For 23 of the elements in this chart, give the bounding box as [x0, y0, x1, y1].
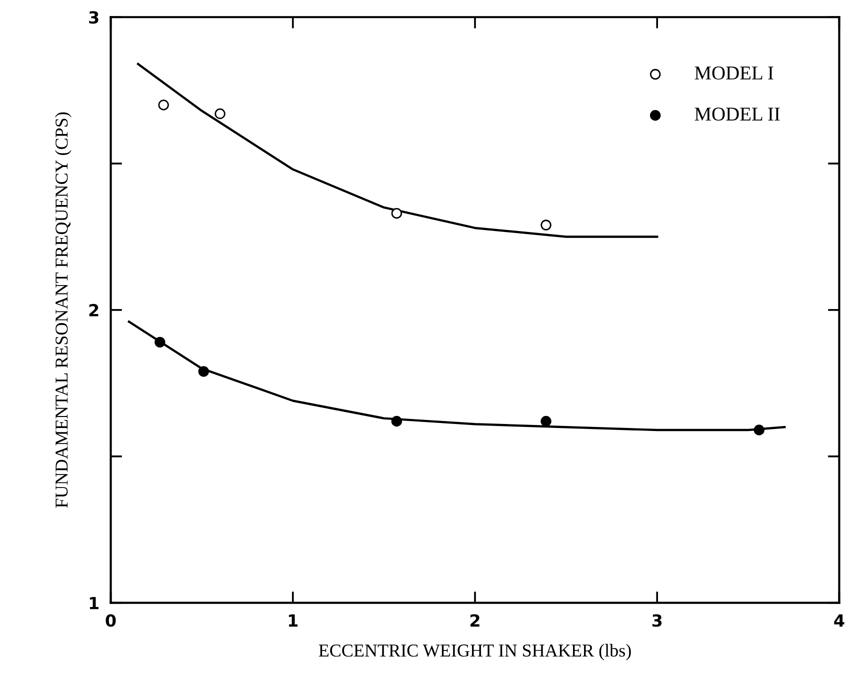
line-series	[136, 62, 658, 238]
x-tick-label: 3	[652, 614, 662, 627]
y-axis-title: FUNDAMENTAL RESONANT FREQUENCY (CPS)	[55, 112, 72, 508]
point	[154, 336, 166, 348]
legend-label: MODEL II	[694, 108, 780, 121]
point	[158, 100, 169, 110]
y-tick-label: 1	[90, 596, 99, 610]
x-tick-label: 2	[470, 614, 480, 627]
point	[391, 416, 402, 427]
x-axis-title: ECCENTRIC WEIGHT IN SHAKER (lbs)	[318, 644, 631, 660]
line-series	[128, 320, 786, 432]
legend-label: MODEL I	[694, 66, 774, 80]
point	[214, 108, 226, 120]
y-tick-label: 2	[89, 304, 98, 316]
point	[540, 220, 552, 230]
x-tick-label: 1	[288, 614, 298, 627]
point	[754, 424, 764, 436]
point	[540, 416, 552, 427]
y-tick-label: 3	[89, 11, 98, 24]
point	[391, 208, 402, 219]
x-tick-label: 0	[106, 614, 116, 627]
x-tick-label: 4	[834, 614, 844, 627]
point	[198, 366, 209, 377]
